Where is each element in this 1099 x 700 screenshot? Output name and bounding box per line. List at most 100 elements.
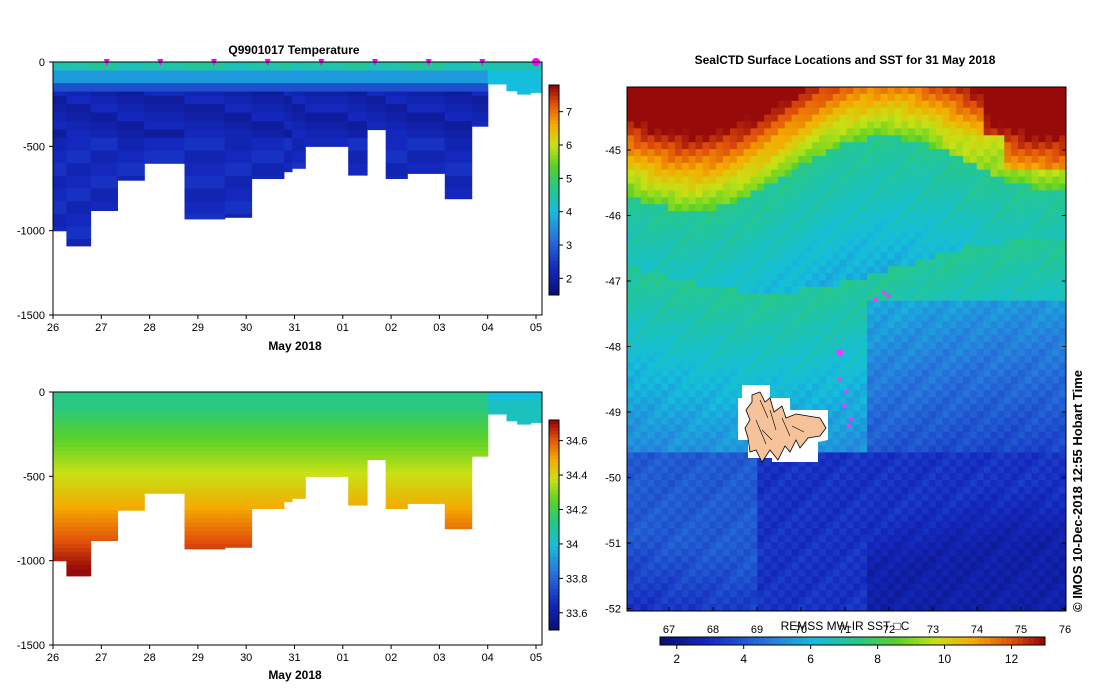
sst-cell — [846, 93, 854, 102]
depth-cell — [184, 484, 226, 490]
sst-cell — [812, 362, 820, 371]
sst-cell — [661, 293, 669, 302]
sst-cell — [1004, 238, 1012, 247]
sst-cell — [812, 390, 820, 398]
sst-cell — [681, 100, 690, 109]
depth-cell — [184, 535, 226, 541]
sst-cell — [1011, 376, 1019, 384]
depth-cell — [66, 560, 92, 566]
sst-cell — [846, 231, 854, 240]
sst-cell — [832, 286, 841, 295]
sst-cell — [661, 417, 669, 426]
sst-cell — [1052, 438, 1060, 446]
sst-cell — [894, 266, 902, 274]
depth-cell — [224, 451, 253, 456]
colorbar-swatch — [549, 563, 559, 568]
sst-cell — [791, 128, 799, 136]
depth-cell — [144, 451, 186, 456]
depth-cell — [90, 205, 118, 211]
depth-cell — [407, 87, 446, 93]
sst-cell — [922, 93, 930, 102]
sst-cell — [873, 328, 882, 336]
sst-cell — [880, 114, 889, 122]
sst-cell — [867, 307, 875, 315]
sst-cell — [647, 218, 655, 226]
sst-cell — [949, 342, 957, 350]
depth-cell — [444, 70, 473, 76]
sst-cell — [894, 135, 902, 143]
sst-cell — [990, 307, 998, 315]
sst-cell — [771, 280, 779, 288]
sst-cell — [853, 162, 861, 171]
sst-cell — [633, 466, 642, 474]
sst-cell — [633, 459, 642, 467]
colorbar-swatch — [549, 591, 559, 596]
sst-cell — [990, 431, 998, 440]
sst-cell — [887, 417, 896, 426]
sst-cell — [743, 211, 751, 219]
depth-cell — [444, 83, 473, 88]
depth-cell — [117, 493, 145, 498]
sst-cell — [764, 321, 772, 329]
sst-cell — [812, 245, 820, 253]
sst-cell — [853, 335, 861, 343]
depth-cell — [224, 442, 253, 448]
depth-cell — [251, 429, 285, 435]
sst-cell — [942, 135, 950, 143]
depth-cell — [305, 459, 349, 465]
depth-cell — [444, 159, 473, 164]
sst-cell — [668, 259, 676, 267]
sst-cell — [839, 100, 847, 109]
sst-cell — [675, 273, 683, 281]
sst-cell — [1024, 280, 1033, 288]
sst-cell — [956, 445, 964, 453]
depth-cell — [66, 467, 92, 473]
sst-cell — [825, 238, 834, 247]
sst-cell — [1004, 252, 1012, 260]
depth-cell — [444, 87, 473, 93]
sst-cell — [777, 293, 786, 302]
sst-cell — [716, 100, 724, 109]
sst-cell — [997, 411, 1005, 419]
sst-cell — [901, 376, 909, 384]
sst-cell — [867, 362, 875, 371]
sst-cell — [695, 266, 703, 274]
sst-cell — [675, 466, 683, 474]
sst-cell — [942, 100, 950, 109]
sst-cell — [894, 128, 902, 136]
sst-cell — [743, 252, 751, 260]
depth-cell — [407, 476, 446, 482]
sst-cell — [1045, 273, 1053, 281]
sst-cell — [1038, 280, 1046, 288]
sst-cell — [867, 286, 875, 295]
sst-cell — [647, 273, 655, 281]
sst-cell — [675, 135, 683, 143]
sst-cell — [736, 266, 745, 274]
sst-cell — [1038, 224, 1046, 233]
sst-cell — [1024, 224, 1033, 233]
sst-cell — [668, 417, 676, 426]
depth-cell — [144, 78, 186, 84]
depth-cell — [117, 417, 145, 423]
depth-cell — [283, 476, 293, 482]
sst-cell — [963, 286, 971, 295]
sst-cell — [860, 231, 868, 240]
sst-cell — [771, 176, 779, 184]
sst-cell — [825, 121, 834, 129]
sst-cell — [908, 155, 916, 164]
sst-cell — [963, 176, 971, 184]
sst-cell — [853, 135, 861, 143]
sst-cell — [970, 93, 978, 102]
depth-cell — [117, 70, 145, 76]
depth-cell — [407, 497, 446, 503]
sst-cell — [976, 245, 985, 253]
depth-cell — [385, 167, 408, 173]
sst-cell — [627, 438, 635, 446]
sst-cell — [627, 87, 635, 95]
depth-cell — [184, 108, 226, 114]
sst-cell — [853, 314, 861, 322]
depth-cell — [90, 476, 118, 482]
sst-cell — [647, 142, 655, 150]
sst-cell — [723, 286, 731, 295]
sst-cell — [640, 342, 649, 350]
